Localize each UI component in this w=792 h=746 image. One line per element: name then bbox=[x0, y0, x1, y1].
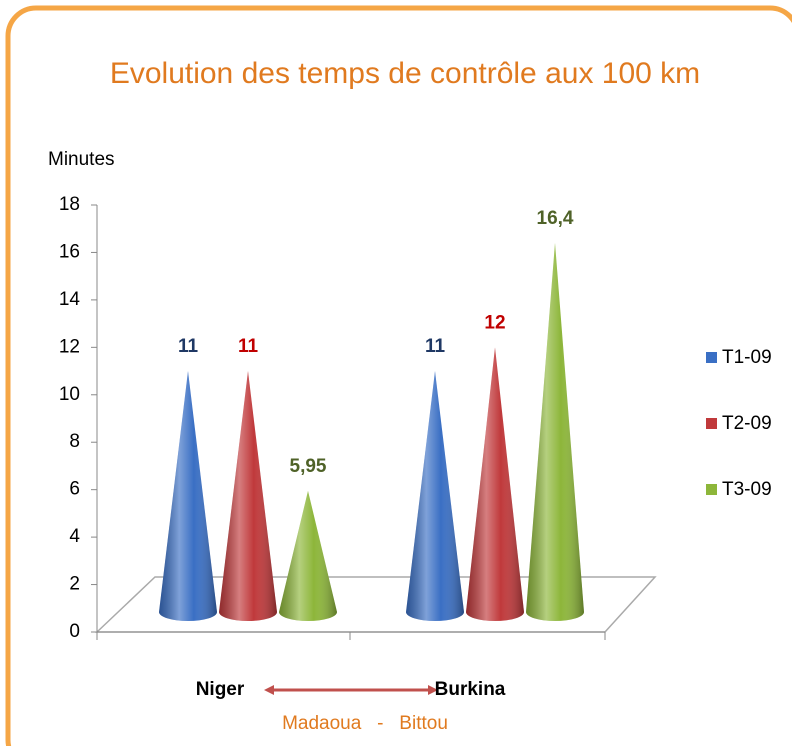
arrow-head bbox=[428, 685, 438, 695]
y-tick-label: 16 bbox=[59, 241, 80, 262]
x-tick-label: Niger bbox=[196, 679, 245, 700]
x-tick-label: Burkina bbox=[435, 679, 506, 700]
y-tick-label: 0 bbox=[69, 621, 80, 642]
data-label: 5,95 bbox=[290, 456, 327, 477]
y-tick-label: 2 bbox=[69, 574, 80, 595]
y-tick-label: 10 bbox=[59, 384, 80, 405]
legend-swatch bbox=[706, 418, 717, 429]
y-tick-label: 4 bbox=[69, 526, 80, 547]
arrow-head bbox=[264, 685, 274, 695]
cone-shade bbox=[159, 371, 217, 621]
cone-shade bbox=[279, 490, 337, 621]
legend-label: T1-09 bbox=[722, 347, 772, 368]
frame bbox=[5, 5, 792, 746]
y-tick-label: 14 bbox=[59, 289, 81, 310]
data-label: 12 bbox=[484, 312, 505, 333]
cone-shade bbox=[219, 371, 277, 621]
data-label: 11 bbox=[238, 336, 259, 357]
y-tick-label: 6 bbox=[69, 479, 80, 500]
cone-shade bbox=[526, 242, 584, 621]
chart-title: Evolution des temps de contrôle aux 100 … bbox=[110, 57, 700, 90]
y-tick-label: 12 bbox=[59, 336, 80, 357]
legend-swatch bbox=[706, 484, 717, 495]
cone-shade bbox=[406, 371, 464, 621]
data-label: 11 bbox=[178, 336, 199, 357]
data-label: 11 bbox=[425, 336, 446, 357]
y-tick-label: 8 bbox=[69, 431, 80, 452]
cone-shade bbox=[466, 347, 524, 621]
y-axis-label: Minutes bbox=[48, 149, 115, 170]
y-tick-label: 18 bbox=[59, 194, 80, 215]
annotation: Madaoua - Bittou bbox=[282, 713, 448, 734]
data-label: 16,4 bbox=[537, 208, 574, 229]
legend-label: T3-09 bbox=[722, 479, 772, 500]
legend-label: T2-09 bbox=[722, 413, 772, 434]
legend-swatch bbox=[706, 352, 717, 363]
